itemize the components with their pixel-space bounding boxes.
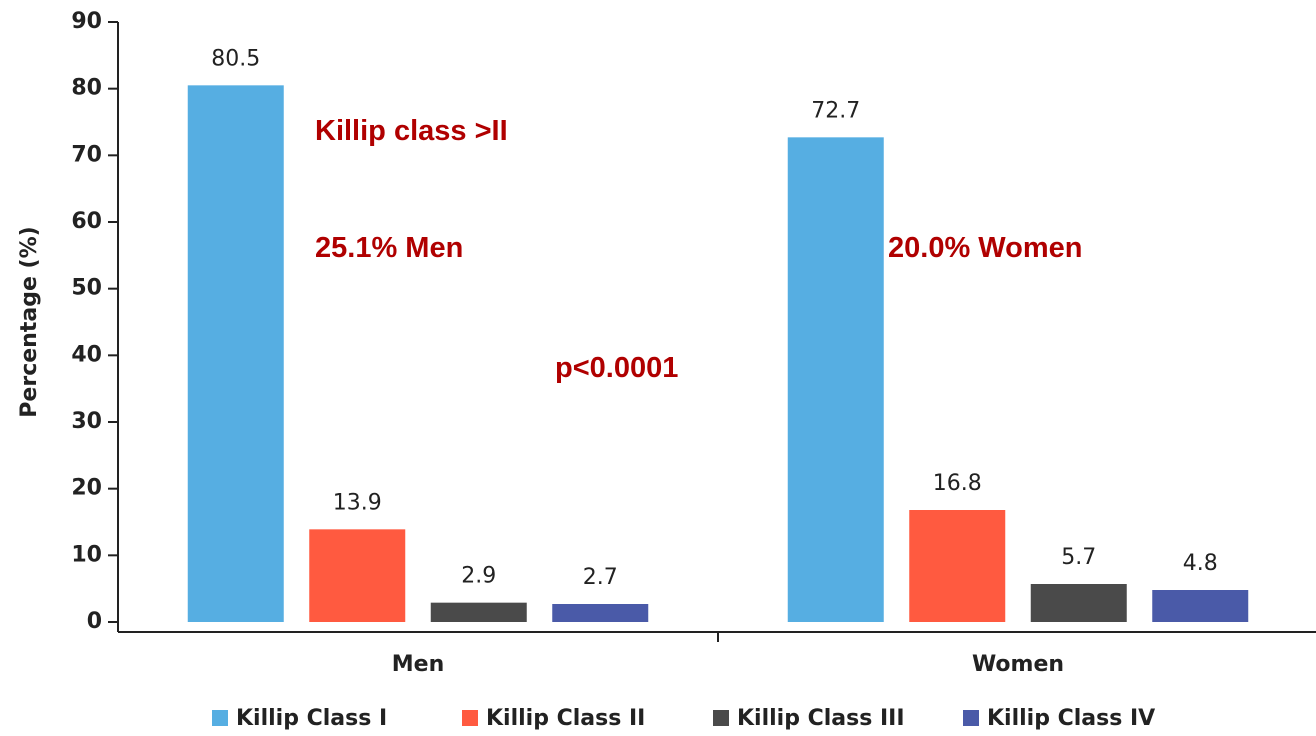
value-label: 4.8	[1183, 551, 1218, 576]
value-label: 72.7	[811, 98, 860, 123]
y-tick-label: 30	[71, 409, 102, 434]
bar	[787, 137, 884, 623]
annotation: p<0.0001	[555, 352, 678, 384]
legend-swatch	[462, 710, 478, 726]
y-axis-label: Percentage (%)	[17, 226, 42, 417]
y-tick-label: 80	[71, 76, 102, 101]
bar	[309, 529, 406, 622]
legend-label: Killip Class IV	[987, 706, 1155, 731]
bar	[430, 602, 527, 622]
annotation: Killip class >II	[315, 115, 508, 147]
bar	[909, 510, 1006, 622]
legend-label: Killip Class III	[737, 706, 905, 731]
y-tick-label: 10	[71, 542, 102, 567]
bar	[1152, 590, 1249, 622]
value-label: 2.7	[583, 565, 618, 590]
y-tick-label: 70	[71, 142, 102, 167]
x-tick-label: Men	[392, 652, 444, 677]
y-tick-label: 60	[71, 209, 102, 234]
bar	[1030, 584, 1127, 622]
y-tick-label: 50	[71, 276, 102, 301]
annotation: 20.0% Women	[888, 232, 1082, 264]
bar	[552, 604, 649, 622]
value-label: 5.7	[1061, 545, 1096, 570]
legend-swatch	[212, 710, 228, 726]
legend-label: Killip Class II	[486, 706, 645, 731]
value-label: 13.9	[333, 490, 382, 515]
legend-swatch	[713, 710, 729, 726]
value-label: 2.9	[461, 564, 496, 589]
value-label: 80.5	[211, 46, 260, 71]
legend-swatch	[963, 710, 979, 726]
x-tick-label: Women	[972, 652, 1064, 677]
legend-label: Killip Class I	[236, 706, 387, 731]
bar	[187, 85, 284, 623]
y-tick-label: 20	[71, 476, 102, 501]
y-tick-label: 90	[71, 9, 102, 34]
y-tick-label: 40	[71, 342, 102, 367]
y-tick-label: 0	[87, 609, 102, 634]
value-label: 16.8	[933, 471, 982, 496]
annotation: 25.1% Men	[315, 232, 463, 264]
